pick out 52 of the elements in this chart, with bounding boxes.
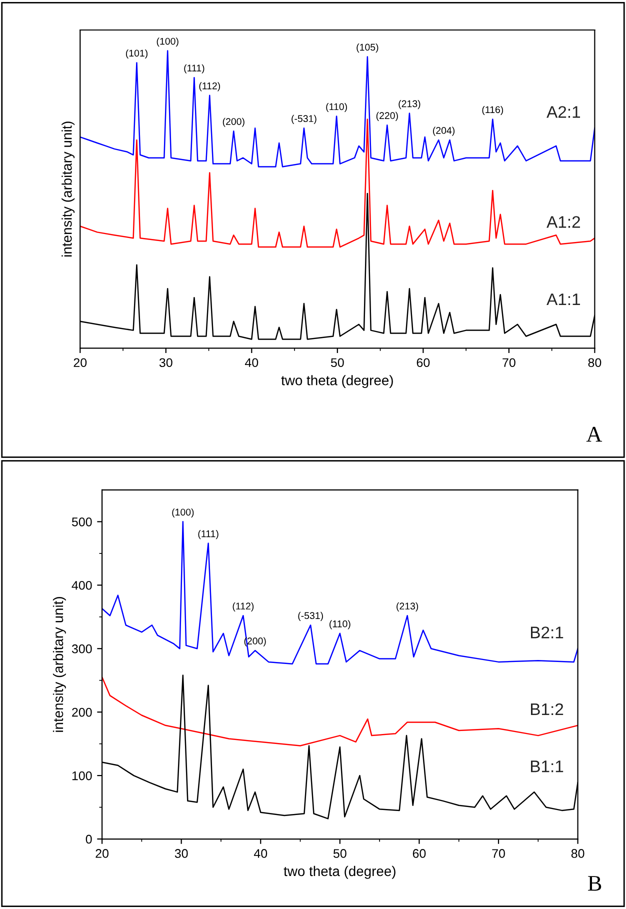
annotation: (116) <box>482 106 504 116</box>
x-tick-label: 40 <box>244 358 258 368</box>
annotation: (220) <box>376 112 398 121</box>
annotation: (111) <box>184 64 204 74</box>
y-tick-label: 300 <box>72 644 92 654</box>
x-tick-label: 60 <box>416 358 430 368</box>
series-label: A1:2 <box>546 216 580 228</box>
annotation: (213) <box>396 602 418 612</box>
line-series <box>102 521 578 664</box>
annotation: (110) <box>330 620 350 630</box>
x-tick-label: 80 <box>588 358 602 368</box>
y-tick-label: 100 <box>72 771 92 780</box>
annotation: (-531) <box>292 114 316 124</box>
y-tick-label: 0 <box>86 834 92 844</box>
y-axis-title: intensity (arbitary unit) <box>52 597 66 732</box>
y-axis-title: intensity (arbitary unit) <box>62 122 75 256</box>
series-label: B2:1 <box>530 626 564 638</box>
x-axis-title: two theta (degree) <box>281 375 393 388</box>
annotation: (101) <box>126 49 148 59</box>
x-tick-label: 70 <box>492 849 505 858</box>
annotation: (110) <box>326 102 347 112</box>
series-label: A1:1 <box>546 294 580 306</box>
line-series <box>102 676 578 746</box>
annotation: (-531) <box>298 612 323 621</box>
annotation: (204) <box>433 126 455 136</box>
x-tick-label: 30 <box>159 358 172 368</box>
text: A <box>586 426 602 442</box>
y-tick-label: 200 <box>72 708 92 717</box>
x-tick-label: 30 <box>174 849 188 858</box>
annotation: (213) <box>398 100 420 110</box>
annotation: (111) <box>198 530 218 540</box>
x-tick-label: 60 <box>412 849 426 858</box>
annotation: (200) <box>222 118 244 127</box>
annotation: (100) <box>156 38 178 47</box>
x-tick-label: 50 <box>333 849 346 858</box>
x-tick-label: 40 <box>254 849 268 858</box>
text: B <box>588 876 602 891</box>
x-axis-title: two theta (degree) <box>284 866 396 879</box>
annotation: (112) <box>199 82 220 92</box>
annotation: (112) <box>232 602 254 612</box>
annotation: (105) <box>356 44 378 53</box>
series-label: B1:1 <box>530 760 564 772</box>
annotation: (100) <box>172 508 194 518</box>
series-label: A2:1 <box>546 106 580 118</box>
x-tick-label: 70 <box>502 358 516 368</box>
series-label: B1:2 <box>530 703 564 715</box>
y-tick-label: 400 <box>72 580 92 590</box>
x-tick-label: 50 <box>330 358 344 368</box>
x-tick-label: 20 <box>74 358 87 368</box>
y-tick-label: 500 <box>72 517 92 526</box>
x-tick-label: 20 <box>96 849 108 858</box>
x-tick-label: 80 <box>571 849 584 858</box>
